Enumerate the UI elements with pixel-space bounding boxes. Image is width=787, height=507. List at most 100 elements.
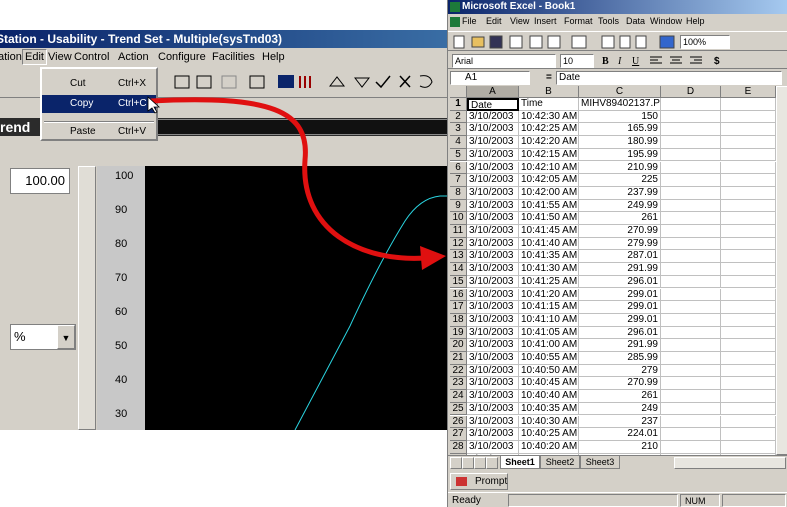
cell[interactable]: 270.99 [579, 377, 661, 391]
cell[interactable]: 10:42:10 AM [519, 161, 579, 175]
cell[interactable]: 10:42:20 AM [519, 136, 579, 149]
cell[interactable]: 249 [579, 402, 661, 416]
cell[interactable]: 165.99 [579, 123, 661, 137]
cell[interactable]: 3/10/2003 [467, 237, 519, 251]
cell[interactable]: 3/10/2003 [467, 199, 519, 213]
unit-dropdown[interactable]: % ▼ [10, 324, 76, 350]
cell[interactable]: 10:41:30 AM [519, 263, 579, 276]
tab-nav-button[interactable] [450, 457, 462, 469]
menu-item[interactable]: Edit [486, 16, 502, 26]
cell[interactable]: Date [467, 98, 519, 111]
cell[interactable]: 10:41:10 AM [519, 313, 579, 327]
scrollbar[interactable] [78, 166, 96, 430]
menu-item[interactable]: Insert [534, 16, 557, 26]
cell[interactable]: 287.01 [579, 250, 661, 264]
cell[interactable]: 195.99 [579, 148, 661, 162]
cell[interactable]: 3/10/2003 [467, 313, 519, 327]
menu-item[interactable]: Tools [598, 16, 620, 26]
cell[interactable]: 3/10/2003 [467, 364, 519, 378]
cell[interactable]: 285.99 [579, 352, 661, 365]
cell[interactable]: 3/10/2003 [467, 148, 519, 162]
cell[interactable]: 299.01 [579, 313, 661, 327]
cell[interactable]: 10:42:25 AM [519, 123, 579, 137]
cell[interactable]: 3/10/2003 [467, 453, 519, 455]
cell[interactable]: 3/10/2003 [467, 275, 519, 289]
menu-item[interactable]: Action [118, 51, 149, 63]
cell[interactable]: 10:41:05 AM [519, 326, 579, 340]
cell[interactable]: 210 [579, 440, 661, 454]
cell[interactable]: 3/10/2003 [467, 428, 519, 441]
cell[interactable]: 237 [579, 415, 661, 429]
cell[interactable]: 10:40:15 AM [519, 453, 579, 455]
cell[interactable]: 3/10/2003 [467, 225, 519, 238]
menu-item[interactable]: Help [262, 51, 285, 63]
cell[interactable]: 10:42:05 AM [519, 174, 579, 187]
cell[interactable]: 261 [579, 390, 661, 403]
font-size-box[interactable]: 10 [560, 54, 594, 68]
cell[interactable]: 296.01 [579, 326, 661, 340]
tab-nav-button[interactable] [462, 457, 474, 469]
cell[interactable]: 3/10/2003 [467, 186, 519, 200]
menu-option[interactable]: Cut Ctrl+X [42, 75, 156, 93]
menu-item[interactable]: ation [0, 51, 22, 63]
cell[interactable]: 10:41:35 AM [519, 250, 579, 264]
font-box[interactable]: Arial [452, 54, 556, 68]
cell[interactable]: MIHV89402137.PV [579, 98, 661, 111]
sheet-tab[interactable]: Sheet2 [540, 456, 580, 469]
menu-item[interactable]: View [510, 16, 530, 26]
cell[interactable]: 296.01 [579, 275, 661, 289]
cell[interactable]: 10:40:25 AM [519, 428, 579, 441]
cell[interactable]: 279 [579, 364, 661, 378]
cell[interactable]: 3/10/2003 [467, 263, 519, 276]
cell[interactable]: 10:40:30 AM [519, 415, 579, 429]
formula-input[interactable]: Date [556, 71, 782, 85]
cell[interactable]: 3/10/2003 [467, 212, 519, 225]
cell[interactable]: 270.99 [579, 225, 661, 238]
menu-item[interactable]: Control [74, 51, 110, 63]
tab-nav-button[interactable] [474, 457, 486, 469]
cell[interactable]: Time [519, 98, 579, 111]
menu-option[interactable]: Paste Ctrl+V [42, 123, 156, 141]
cell[interactable]: 10:41:20 AM [519, 288, 579, 302]
cell[interactable]: 3/10/2003 [467, 123, 519, 137]
cell[interactable]: 10:41:45 AM [519, 225, 579, 238]
cell[interactable]: 3/10/2003 [467, 110, 519, 124]
cell[interactable]: 10:40:50 AM [519, 364, 579, 378]
cell[interactable]: 10:41:55 AM [519, 199, 579, 213]
cell[interactable]: 10:41:15 AM [519, 301, 579, 314]
cell[interactable]: 237.99 [579, 186, 661, 200]
menu-item[interactable]: File [462, 16, 477, 26]
cell[interactable]: 3/10/2003 [467, 326, 519, 340]
prompt-button[interactable]: Prompt [450, 473, 508, 490]
menu-option[interactable]: Copy Ctrl+C [42, 95, 156, 113]
cell[interactable]: 3/10/2003 [467, 402, 519, 416]
menu-item[interactable]: Data [626, 16, 646, 26]
cell[interactable]: 3/10/2003 [467, 339, 519, 352]
cell[interactable]: 10:40:40 AM [519, 390, 579, 403]
cell[interactable]: 10:42:00 AM [519, 186, 579, 200]
menu-item[interactable]: View [48, 51, 72, 63]
vertical-scrollbar[interactable] [776, 86, 787, 455]
cell[interactable]: 10:40:20 AM [519, 440, 579, 454]
cell[interactable]: 10:42:15 AM [519, 148, 579, 162]
cell[interactable]: 150 [579, 110, 661, 124]
cell[interactable]: 3/10/2003 [467, 440, 519, 454]
horizontal-scrollbar[interactable] [674, 457, 786, 469]
cell[interactable]: 224.01 [579, 428, 661, 441]
cell[interactable]: 10:41:25 AM [519, 275, 579, 289]
cell[interactable]: 10:40:35 AM [519, 402, 579, 416]
tab-nav-button[interactable] [486, 457, 498, 469]
cell[interactable]: 195 [579, 453, 661, 455]
cell[interactable]: 225 [579, 174, 661, 187]
menu-item[interactable]: Facilities [212, 51, 255, 63]
cell[interactable]: 249.99 [579, 199, 661, 213]
menu-item[interactable]: Configure [158, 51, 206, 63]
cell[interactable]: 10:41:00 AM [519, 339, 579, 352]
cell[interactable]: 261 [579, 212, 661, 225]
cell[interactable]: 3/10/2003 [467, 174, 519, 187]
cell[interactable]: 299.01 [579, 301, 661, 314]
cell[interactable]: 10:41:50 AM [519, 212, 579, 225]
cell[interactable]: 10:42:30 AM [519, 110, 579, 124]
name-box[interactable]: A1 [450, 71, 530, 85]
menu-item[interactable]: Window [650, 16, 683, 26]
